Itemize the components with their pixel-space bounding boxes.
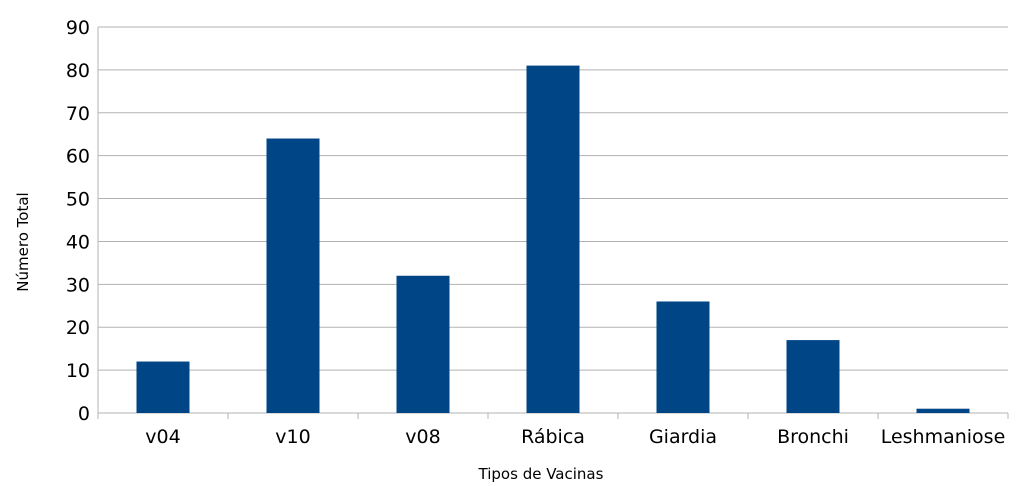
x-tick-labels: v04 v10 v08 Rábica Giardia Bronchi Leshmaniose <box>145 426 1005 448</box>
bar-v08 <box>396 275 450 413</box>
x-tick-label: v08 <box>405 426 440 448</box>
x-tick-label: Bronchi <box>777 426 849 448</box>
bar-leshmaniose <box>916 408 970 413</box>
bars <box>136 65 970 413</box>
x-tick-label: v04 <box>145 426 180 448</box>
x-tick-label: Rábica <box>521 426 585 448</box>
y-tick-label: 0 <box>78 403 90 425</box>
y-tick-label: 30 <box>66 274 90 296</box>
y-tick-label: 20 <box>66 317 90 339</box>
bar-rábica <box>526 65 580 413</box>
bar-bronchi <box>786 340 840 413</box>
y-tick-label: 60 <box>66 146 90 168</box>
y-tick-label: 90 <box>66 17 90 39</box>
y-tick-label: 80 <box>66 60 90 82</box>
x-axis-title: Tipos de Vacinas <box>478 465 604 483</box>
bar-v04 <box>136 361 190 413</box>
y-tick-label: 50 <box>66 189 90 211</box>
y-tick-label: 40 <box>66 231 90 253</box>
axes <box>97 27 1009 419</box>
bar-giardia <box>656 301 710 413</box>
x-tick-label: v10 <box>275 426 310 448</box>
y-tick-label: 10 <box>66 360 90 382</box>
x-tick-label: Giardia <box>649 426 717 448</box>
y-tick-label: 70 <box>66 103 90 125</box>
y-axis-title: Número Total <box>14 192 32 291</box>
y-tick-labels: 0 10 20 30 40 50 60 70 80 90 <box>66 17 90 425</box>
bar-v10 <box>266 138 320 413</box>
x-tick-label: Leshmaniose <box>881 426 1006 448</box>
